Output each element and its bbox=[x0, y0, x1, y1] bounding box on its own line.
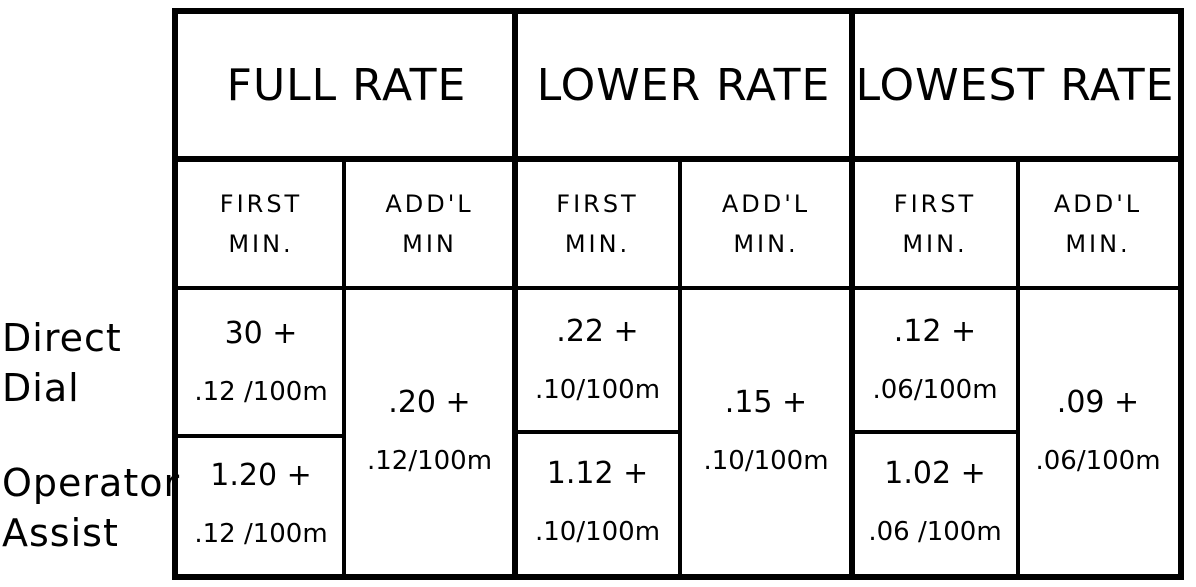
subheader-line: MIN. bbox=[902, 230, 968, 258]
value-line: .06/100m bbox=[872, 375, 998, 405]
value-line: 1.02 + bbox=[884, 456, 986, 491]
subheader-addl-min: ADD'L MIN bbox=[344, 162, 515, 290]
value-line: .10/100m bbox=[534, 517, 661, 547]
row-label-direct-dial: Direct Dial bbox=[2, 313, 122, 413]
group-title: LOWER RATE bbox=[536, 59, 831, 111]
value-line: .06/100m bbox=[1035, 446, 1161, 476]
subheader-addl-min: ADD'L MIN. bbox=[1018, 162, 1178, 290]
subheader-line: FIRST bbox=[893, 190, 977, 218]
column-divider bbox=[342, 162, 346, 574]
subheader-first-min: FIRST MIN. bbox=[515, 162, 680, 290]
subheader-line: MIN. bbox=[228, 230, 294, 258]
direct-dial-first-min-value: 30 + .12 /100m bbox=[178, 290, 344, 436]
group-title: FULL RATE bbox=[226, 59, 467, 111]
rate-table: FULL RATE LOWER RATE LOWEST RATE FIRST M… bbox=[172, 8, 1184, 580]
addl-min-value: .09 + .06/100m bbox=[1018, 290, 1178, 574]
value-line: 30 + bbox=[224, 316, 298, 351]
operator-assist-first-min-value: 1.12 + .10/100m bbox=[515, 432, 680, 574]
row-label-operator-assist: Operator Assist bbox=[2, 458, 180, 558]
subheader-line: ADD'L bbox=[1053, 190, 1143, 218]
subheader-line: FIRST bbox=[556, 190, 639, 218]
value-line: .22 + bbox=[556, 314, 639, 349]
subheader-line: MIN. bbox=[564, 230, 631, 258]
value-line: .12 + bbox=[893, 314, 977, 349]
value-line: .10/100m bbox=[703, 446, 829, 476]
direct-dial-first-min-value: .22 + .10/100m bbox=[515, 290, 680, 432]
group-divider bbox=[849, 14, 855, 574]
subheader-first-min: FIRST MIN. bbox=[852, 162, 1018, 290]
operator-assist-first-min-value: 1.20 + .12 /100m bbox=[178, 436, 344, 574]
group-header-lower-rate: LOWER RATE bbox=[515, 14, 852, 162]
subheader-line: MIN. bbox=[733, 230, 799, 258]
value-line: .12 /100m bbox=[194, 377, 328, 407]
subheader-first-min: FIRST MIN. bbox=[178, 162, 344, 290]
group-divider bbox=[512, 14, 518, 574]
value-line: 1.20 + bbox=[210, 458, 312, 493]
value-line: .12/100m bbox=[366, 446, 493, 476]
subheader-line: MIN bbox=[402, 230, 457, 258]
subheader-line: MIN. bbox=[1065, 230, 1131, 258]
subheader-line: ADD'L bbox=[385, 190, 474, 218]
row-divider bbox=[178, 434, 344, 438]
column-divider bbox=[1016, 162, 1020, 574]
row-divider bbox=[515, 430, 680, 434]
row-label-line: Operator bbox=[2, 461, 181, 505]
group-header-lowest-rate: LOWEST RATE bbox=[852, 14, 1178, 162]
direct-dial-first-min-value: .12 + .06/100m bbox=[852, 290, 1018, 432]
group-title: LOWEST RATE bbox=[855, 59, 1175, 111]
column-divider bbox=[678, 162, 682, 574]
value-line: .10/100m bbox=[534, 375, 661, 405]
subheader-line: FIRST bbox=[219, 190, 303, 218]
addl-min-value: .15 + .10/100m bbox=[680, 290, 852, 574]
addl-min-value: .20 + .12/100m bbox=[344, 290, 515, 574]
row-label-line: Dial bbox=[2, 366, 80, 410]
value-line: 1.12 + bbox=[546, 456, 649, 491]
value-line: .20 + bbox=[388, 385, 471, 420]
group-header-full-rate: FULL RATE bbox=[178, 14, 515, 162]
row-label-line: Direct bbox=[2, 316, 122, 360]
row-divider bbox=[852, 430, 1018, 434]
row-label-line: Assist bbox=[2, 511, 119, 555]
operator-assist-first-min-value: 1.02 + .06 /100m bbox=[852, 432, 1018, 574]
value-line: .06 /100m bbox=[868, 517, 1002, 547]
subheader-addl-min: ADD'L MIN. bbox=[680, 162, 852, 290]
value-line: .09 + bbox=[1056, 385, 1140, 420]
subheader-line: ADD'L bbox=[721, 190, 811, 218]
value-line: .12 /100m bbox=[194, 519, 328, 549]
value-line: .15 + bbox=[724, 385, 808, 420]
